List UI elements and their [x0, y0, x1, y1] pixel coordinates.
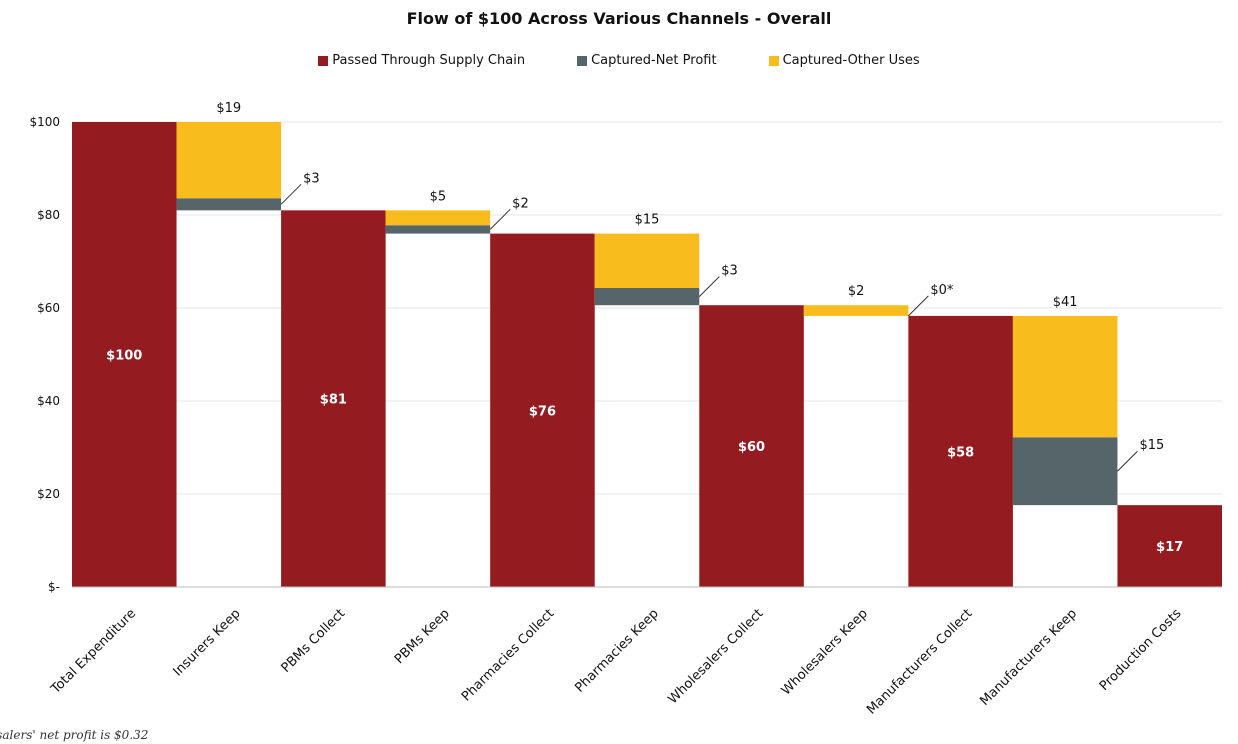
bar-insurers-keep-captured-other-uses — [176, 122, 282, 199]
bar-wholesalers-keep-captured-other-uses — [803, 305, 909, 316]
y-tick-label: $80 — [37, 208, 60, 222]
x-tick-label: Pharmacies Keep — [572, 606, 662, 696]
annotation-other-uses: $19 — [216, 101, 241, 116]
annotation-leader-line — [489, 209, 511, 230]
y-tick-label: $- — [48, 580, 60, 594]
x-tick-label: Total Expenditure — [48, 606, 139, 697]
x-tick-label: Wholesalers Collect — [665, 606, 766, 707]
annotation-other-uses: $2 — [848, 284, 865, 299]
y-tick-label: $100 — [29, 115, 60, 129]
legend-swatch — [577, 55, 588, 66]
annotation-net-profit: $3 — [721, 264, 738, 279]
legend-item-captured-other-uses: Captured-Other Uses — [768, 53, 920, 68]
legend-item-passed-through-supply-chain: Passed Through Supply Chain — [318, 53, 525, 68]
x-tick-label: Insurers Keep — [170, 606, 243, 679]
annotation-net-profit: $2 — [512, 196, 529, 211]
legend-label: Captured-Net Profit — [591, 53, 717, 68]
x-tick-label: Pharmacies Collect — [459, 606, 557, 704]
legend-swatch — [318, 55, 329, 66]
annotation-other-uses: $5 — [430, 189, 447, 204]
bar-manufacturers-keep-captured-other-uses — [1012, 315, 1118, 438]
legend-swatch — [768, 55, 779, 66]
annotation-leader-line — [1117, 450, 1138, 472]
annotation-net-profit: $15 — [1139, 438, 1164, 453]
bar-pharmacies-keep-captured-net-profit — [594, 288, 700, 306]
bar-pbms-collect-passed-through-supply-chain — [281, 210, 386, 587]
y-tick-label: $60 — [37, 301, 60, 315]
chart-footnote: *Wholesalers' net profit is $0.32 — [0, 728, 149, 742]
y-tick-label: $20 — [37, 487, 60, 501]
annotation-leader-line — [280, 183, 302, 205]
bar-value-label: $17 — [1156, 540, 1183, 555]
legend-label: Captured-Other Uses — [782, 53, 920, 68]
bar-wholesalers-collect-passed-through-supply-chain — [699, 305, 804, 587]
bar-production-costs-passed-through-supply-chain — [1117, 505, 1222, 587]
bar-pharmacies-keep-captured-other-uses — [594, 233, 700, 289]
bar-total-expenditure-passed-through-supply-chain — [72, 122, 177, 587]
bar-pharmacies-collect-passed-through-supply-chain — [490, 233, 595, 587]
annotation-leader-line — [908, 295, 929, 317]
chart-title: Flow of $100 Across Various Channels - O… — [406, 9, 832, 28]
bar-value-label: $76 — [529, 404, 556, 419]
bar-value-label: $60 — [738, 440, 765, 455]
bar-manufacturers-collect-passed-through-supply-chain — [908, 315, 1013, 587]
annotation-leader-line — [698, 276, 720, 297]
bar-pbms-keep-captured-other-uses — [385, 210, 491, 226]
y-tick-label: $40 — [37, 394, 60, 408]
legend-item-captured-net-profit: Captured-Net Profit — [577, 53, 717, 68]
annotation-net-profit: $0* — [930, 283, 954, 298]
bar-value-label: $81 — [320, 393, 347, 408]
x-tick-label: PBMs Collect — [279, 606, 349, 676]
x-tick-label: Production Costs — [1097, 606, 1185, 694]
chart-legend: Passed Through Supply Chain Captured-Net … — [0, 53, 1238, 68]
bar-pbms-keep-captured-net-profit — [385, 225, 491, 234]
bar-insurers-keep-captured-net-profit — [176, 198, 282, 211]
annotation-other-uses: $15 — [635, 213, 660, 228]
annotation-net-profit: $3 — [303, 171, 320, 186]
bar-manufacturers-keep-captured-net-profit — [1012, 437, 1118, 506]
x-tick-label: PBMs Keep — [392, 606, 453, 667]
x-tick-label: Manufacturers Keep — [977, 606, 1080, 709]
legend-label: Passed Through Supply Chain — [332, 53, 526, 68]
x-tick-label: Manufacturers Collect — [864, 606, 975, 717]
annotation-other-uses: $41 — [1053, 295, 1078, 310]
x-tick-label: Wholesalers Keep — [779, 606, 871, 698]
bar-value-label: $58 — [947, 445, 974, 460]
bar-value-label: $100 — [106, 349, 142, 364]
